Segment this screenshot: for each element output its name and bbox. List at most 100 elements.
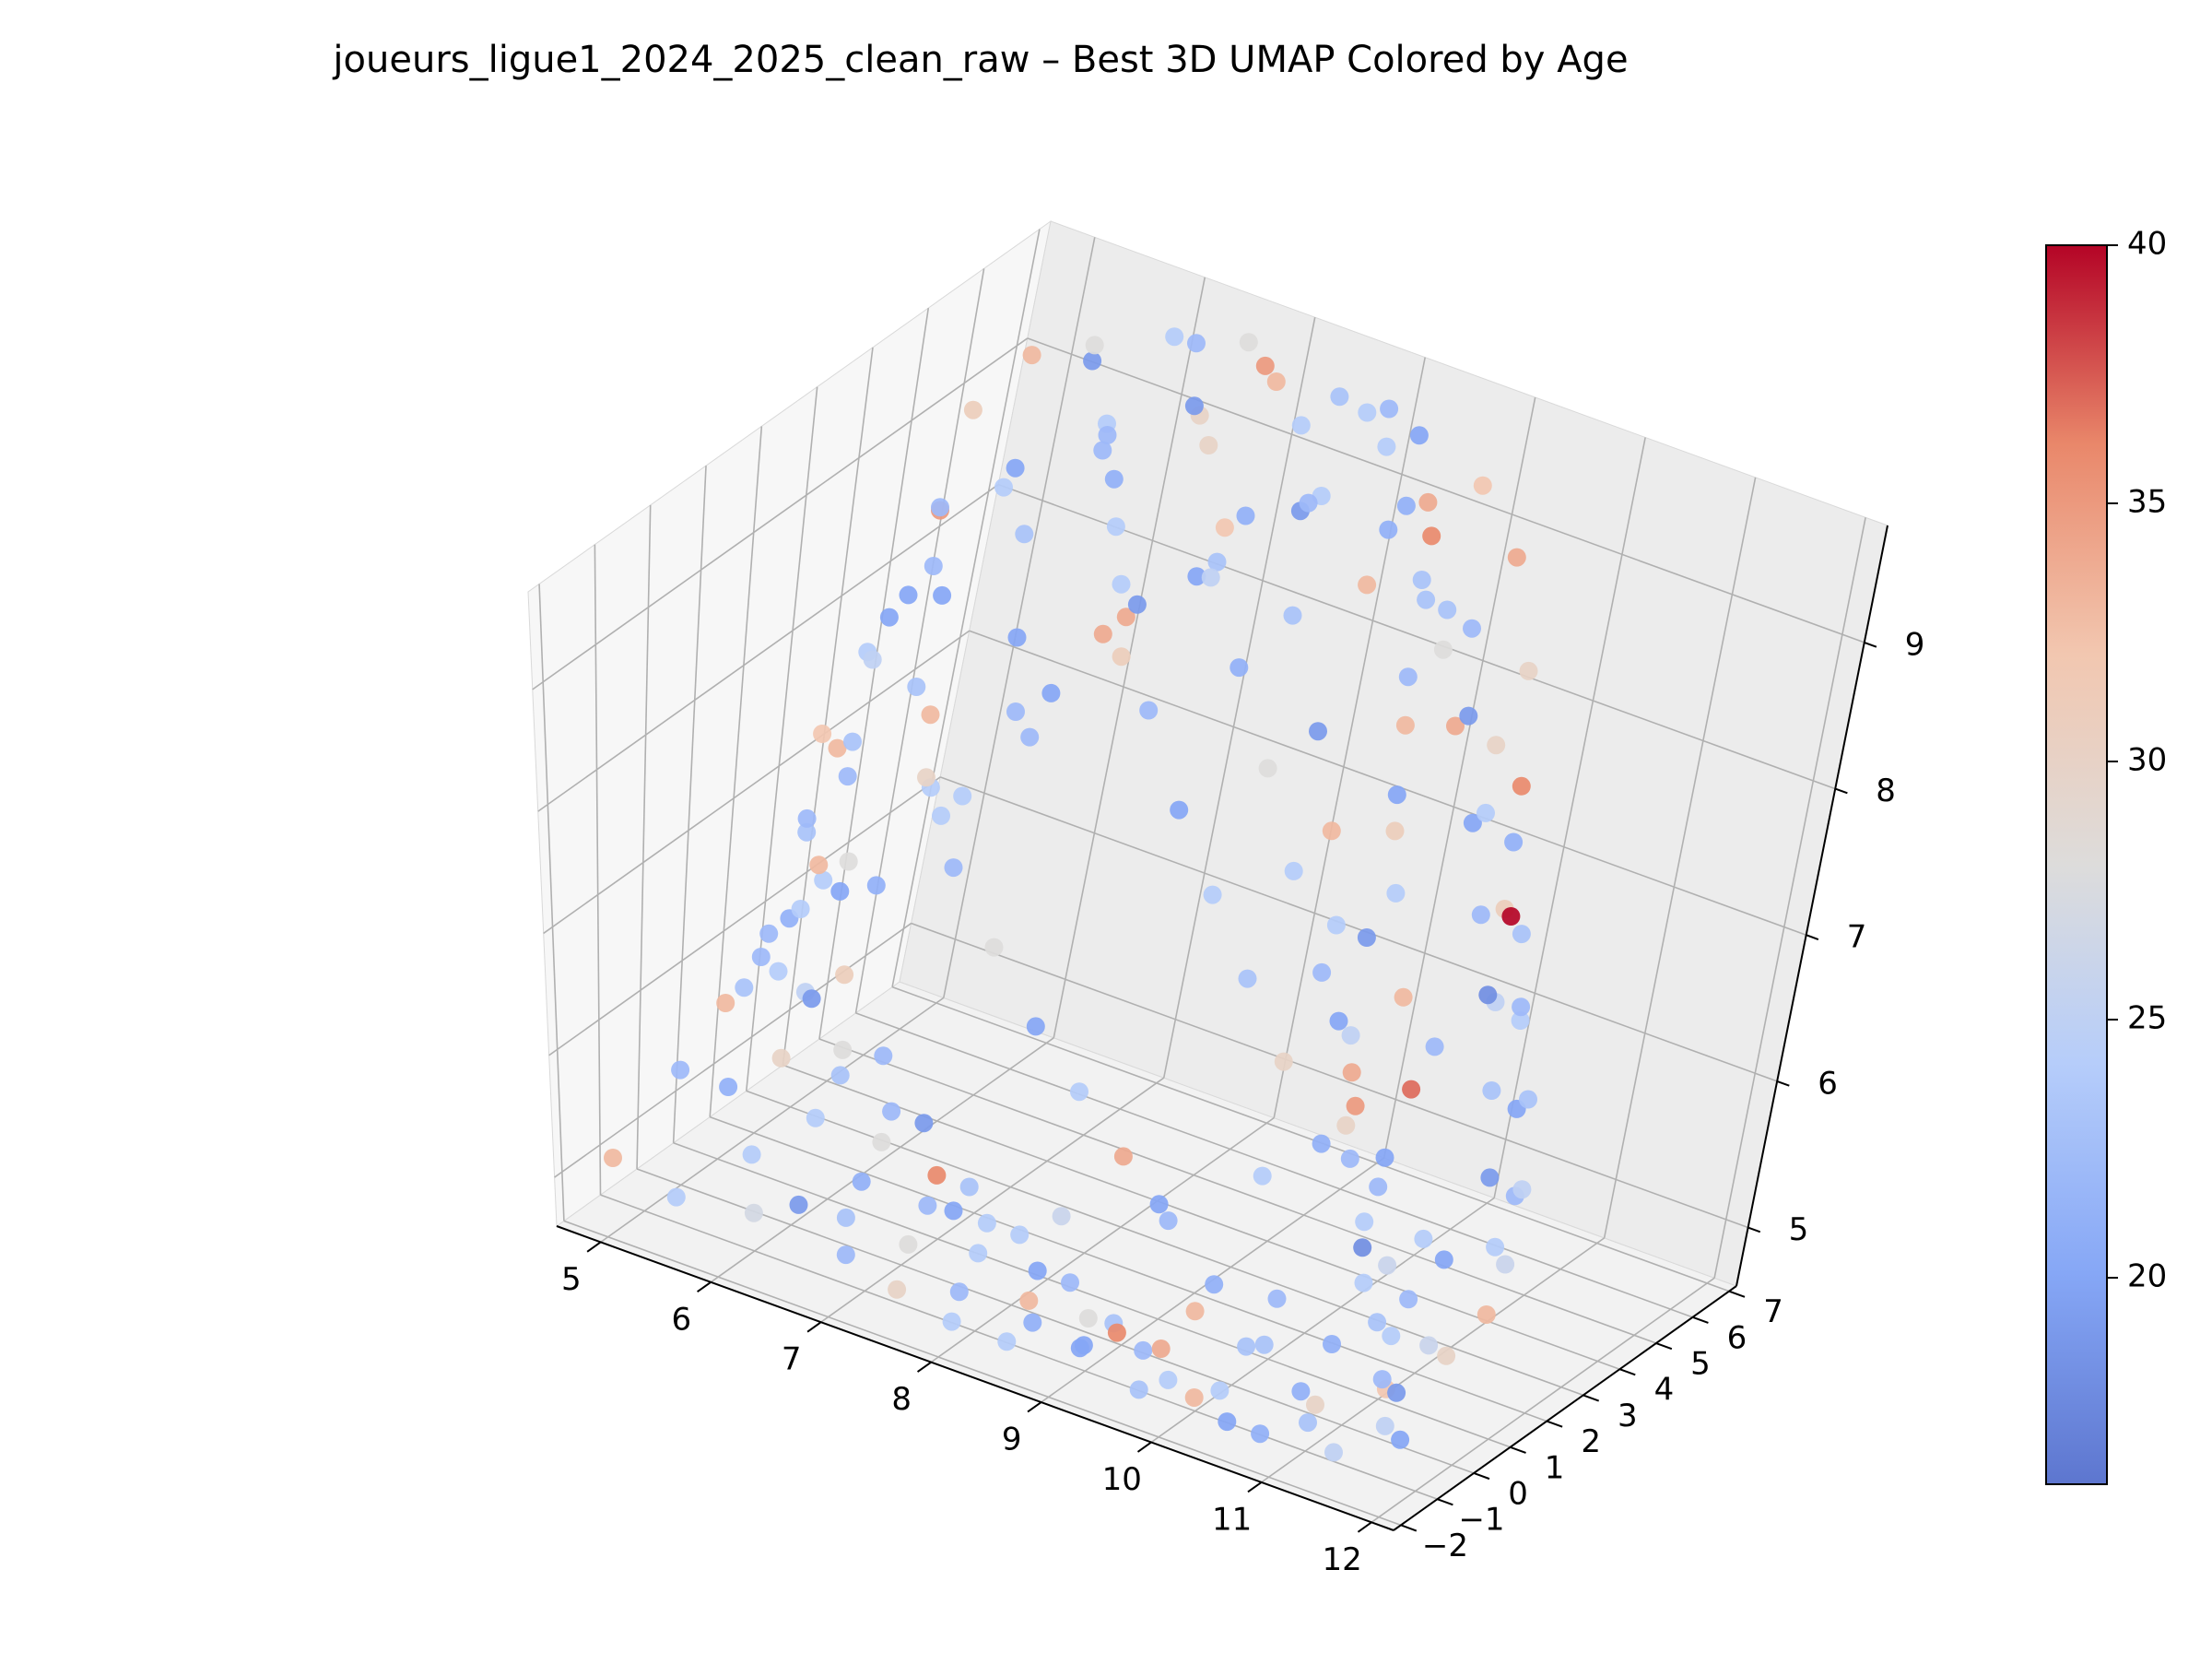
x-tick-label: 5 [561,1261,582,1298]
z-tick-label: 6 [1818,1065,1838,1102]
x-grid-back [1713,517,1866,1279]
data-point [918,1196,937,1215]
data-point [994,478,1013,497]
x-grid-floor [1371,1277,1715,1523]
data-point [1386,883,1406,903]
z-grid-back [911,922,1748,1229]
x-tick-label: 6 [671,1301,691,1338]
z-tick-label: 7 [1847,919,1867,956]
z-grid-back [997,483,1836,790]
data-point [1473,476,1492,495]
z-grid-wall [554,922,912,1178]
data-point [1022,346,1041,365]
data-point [1251,1424,1270,1444]
tick-mark [1692,1316,1709,1324]
data-point [1052,1207,1071,1226]
data-point [843,732,862,751]
x-grid-floor [600,997,945,1244]
data-point [1291,1382,1311,1401]
data-point [1112,574,1131,594]
data-point [1368,1313,1387,1332]
y-grid-floor [600,1194,1438,1500]
y-grid-wall [636,504,652,1169]
x-tick-label: 10 [1102,1461,1142,1498]
colorbar-tick-label: 40 [2127,226,2167,263]
data-point [1377,437,1396,456]
data-point [1382,1327,1401,1346]
data-point [866,876,886,895]
data-point [1258,759,1277,778]
data-point [1203,885,1222,904]
data-point [1375,1416,1394,1435]
data-point [1340,1149,1359,1168]
data-point [742,1145,761,1164]
data-point [1412,571,1431,589]
data-point [1299,493,1318,513]
data-point [1185,1302,1205,1321]
data-point [1395,715,1415,735]
x-tick-label: 12 [1322,1541,1361,1578]
data-point [1409,426,1429,445]
data-points [604,327,1538,1462]
grid-lines [532,229,1866,1527]
tick-mark [1776,1080,1790,1087]
data-point [1385,821,1405,841]
data-point [1322,821,1341,841]
data-point [1104,469,1124,489]
data-point [716,994,735,1012]
data-point [1238,969,1257,988]
data-point [1512,1180,1532,1199]
data-point [1218,1412,1237,1432]
data-point [1496,1255,1515,1274]
z-grid-back [1027,337,1865,643]
data-point [1324,1443,1343,1462]
data-point [1312,1134,1331,1153]
y-tick-label: 7 [1763,1293,1783,1330]
data-point [1402,1080,1421,1099]
back-wall-pane [899,220,1888,1287]
data-point [604,1149,622,1167]
data-point [1184,396,1204,416]
data-point [1299,1413,1317,1433]
data-point [813,725,832,743]
data-point [1512,997,1531,1017]
data-point [1255,356,1275,375]
chart-title: joueurs_ligue1_2024_2025_clean_raw – Bes… [333,39,1629,81]
data-point [1028,1261,1047,1280]
data-point [1353,1238,1372,1257]
data-point [1239,333,1258,352]
data-point [1326,915,1346,935]
y-tick-label: 1 [1545,1449,1565,1486]
x-grid-back [1162,317,1316,1079]
data-point [1253,1166,1272,1186]
data-point [1170,800,1189,820]
tick-mark [1655,1342,1673,1351]
data-point [830,1066,850,1085]
x-grid-floor [1261,1237,1606,1483]
data-point [751,948,771,966]
tick-mark [697,1280,712,1293]
y-tick-label: 3 [1618,1398,1638,1434]
data-point [1511,1011,1530,1030]
x-grid-back [1603,477,1757,1239]
data-point [1387,785,1406,805]
data-point [1159,1370,1178,1389]
z-grid-wall [543,630,971,935]
data-point [1355,1212,1374,1232]
y-tick-label: −1 [1458,1502,1504,1539]
data-point [1459,706,1478,726]
x-tick-label: 9 [1002,1422,1022,1458]
colorbar-gradient [2045,244,2108,1485]
data-point [1205,1275,1224,1294]
data-point [863,650,882,669]
y-tick-label: −2 [1422,1528,1468,1564]
data-point [1375,1148,1394,1167]
data-point [1434,1250,1453,1269]
y-grid-floor [709,1115,1547,1422]
data-point [1398,667,1418,687]
data-point [1184,1388,1204,1407]
data-point [1438,600,1457,620]
data-point [917,768,935,787]
data-point [1463,619,1481,638]
